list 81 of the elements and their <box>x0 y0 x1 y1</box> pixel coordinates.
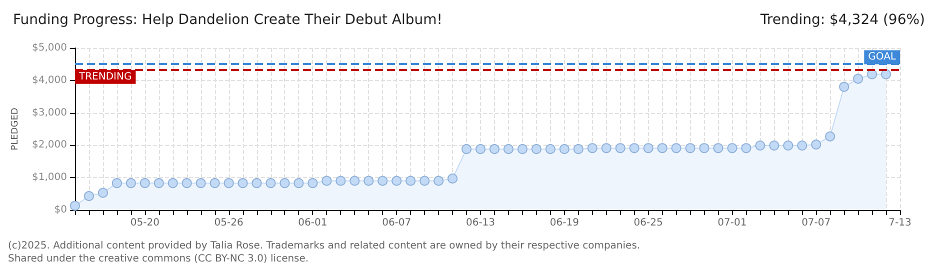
x-tick-label: 06-25 <box>634 218 663 228</box>
point <box>559 144 570 154</box>
point <box>154 178 164 188</box>
point <box>797 140 808 151</box>
x-tick-label: 07-01 <box>718 218 747 228</box>
y-tick-label: $3,000 <box>32 107 67 118</box>
point <box>364 176 374 186</box>
point <box>545 144 556 154</box>
x-tick-label: 05-20 <box>130 218 160 228</box>
point <box>615 143 626 154</box>
point <box>210 178 220 188</box>
point <box>448 174 458 184</box>
point <box>224 178 234 188</box>
point <box>476 144 486 154</box>
point <box>881 69 892 80</box>
point <box>140 178 150 188</box>
point <box>112 178 122 188</box>
point <box>168 178 178 188</box>
point <box>811 140 822 150</box>
point <box>98 188 108 198</box>
ref-line-label: TRENDING <box>78 71 132 82</box>
point <box>643 143 654 154</box>
point <box>699 143 710 154</box>
point <box>769 140 780 151</box>
point <box>294 178 304 188</box>
point <box>196 178 206 188</box>
point <box>70 200 80 211</box>
x-tick-label: 06-01 <box>298 218 328 228</box>
point <box>601 143 612 154</box>
point <box>727 143 738 154</box>
x-tick-label: 05-26 <box>214 218 244 228</box>
point <box>531 144 542 154</box>
x-tick-label: 06-07 <box>382 218 412 228</box>
y-tick-label: $1,000 <box>32 172 67 184</box>
point <box>308 178 318 188</box>
point <box>252 178 262 188</box>
point <box>336 176 346 186</box>
point <box>755 140 766 151</box>
point <box>126 178 136 188</box>
point <box>853 74 864 84</box>
text: Shared under the creative commons (CC BY-NC 3.0) license. <box>8 254 309 264</box>
ref-line-label: GOAL <box>868 52 896 63</box>
y-tick-label: $4,000 <box>32 74 67 86</box>
point <box>685 143 696 154</box>
point <box>434 176 444 186</box>
y-tick-label: $5,000 <box>32 42 67 54</box>
point <box>741 143 752 154</box>
point <box>406 176 416 186</box>
point <box>392 176 402 186</box>
point <box>420 176 430 186</box>
point <box>587 143 598 154</box>
point <box>629 143 640 154</box>
point <box>783 140 794 151</box>
point <box>462 144 472 154</box>
point <box>280 178 290 188</box>
point <box>350 176 360 186</box>
y-tick-label: $2,000 <box>32 140 67 151</box>
x-tick-label: 06-13 <box>466 218 496 228</box>
point <box>839 82 850 92</box>
point <box>503 144 514 154</box>
point <box>84 191 94 202</box>
point <box>322 176 332 186</box>
point <box>378 176 388 186</box>
point <box>238 178 248 188</box>
point <box>825 131 836 142</box>
x-tick-label: 7-13 <box>888 218 912 228</box>
point <box>671 143 682 154</box>
point <box>266 178 276 188</box>
y-axis-title: PLEDGED <box>10 108 20 150</box>
x-tick-label: 06-19 <box>550 218 579 228</box>
point <box>517 144 528 154</box>
x-tick-label: 07-07 <box>802 218 831 228</box>
y-tick-label: $0 <box>54 204 67 216</box>
chart-subtitle: Trending: $4,324 (96%) <box>759 12 925 28</box>
point <box>713 143 724 154</box>
point <box>490 144 500 154</box>
text: (c)2025. Additional content provided by Talia Rose. Trademarks and related content are owned by their respective companies. <box>8 240 640 252</box>
point <box>573 144 584 154</box>
point <box>657 143 668 154</box>
point <box>182 178 192 188</box>
chart-title: Funding Progress: Help Dandelion Create Their Debut Album! <box>13 12 442 28</box>
